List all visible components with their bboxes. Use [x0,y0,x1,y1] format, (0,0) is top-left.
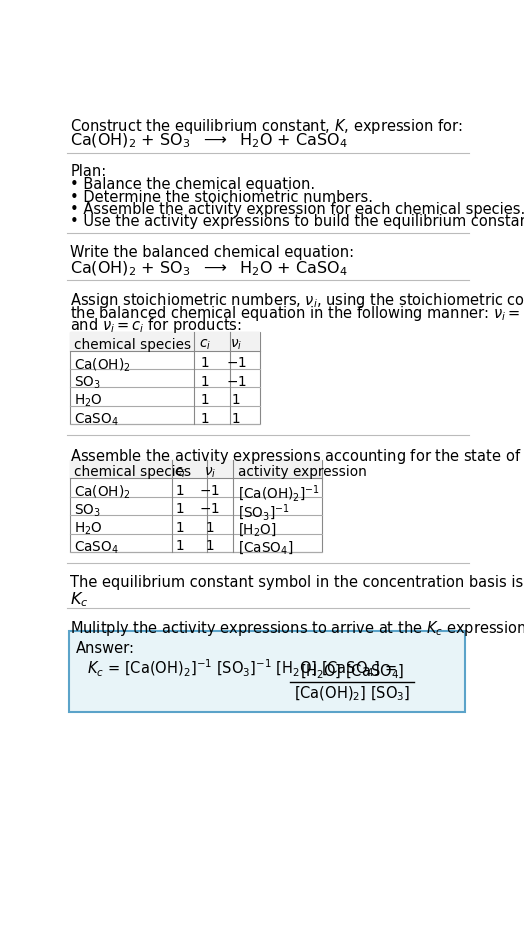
FancyBboxPatch shape [70,461,322,479]
FancyBboxPatch shape [70,461,322,553]
Text: $K_c$ = [Ca(OH)$_2$]$^{-1}$ [SO$_3$]$^{-1}$ [H$_2$O] [CaSO$_4$] =: $K_c$ = [Ca(OH)$_2$]$^{-1}$ [SO$_3$]$^{-… [87,657,397,679]
Text: $\nu_i$: $\nu_i$ [230,337,242,351]
Text: $K_c$: $K_c$ [70,589,89,608]
Text: 1: 1 [205,539,214,553]
Text: 1: 1 [201,392,209,407]
Text: • Determine the stoichiometric numbers.: • Determine the stoichiometric numbers. [70,189,373,205]
Text: 1: 1 [176,521,184,534]
Text: Ca(OH)$_2$ + SO$_3$  $\longrightarrow$  H$_2$O + CaSO$_4$: Ca(OH)$_2$ + SO$_3$ $\longrightarrow$ H$… [70,132,348,150]
Text: $-1$: $-1$ [199,502,220,516]
Text: Construct the equilibrium constant, $K$, expression for:: Construct the equilibrium constant, $K$,… [70,116,463,135]
Text: Answer:: Answer: [77,641,135,655]
Text: H$_2$O: H$_2$O [74,521,103,537]
Text: [Ca(OH)$_2$]$^{-1}$: [Ca(OH)$_2$]$^{-1}$ [237,484,320,504]
Text: chemical species: chemical species [74,337,191,351]
Text: $c_i$: $c_i$ [199,337,211,351]
Text: $-1$: $-1$ [226,356,246,369]
Text: • Balance the chemical equation.: • Balance the chemical equation. [70,177,315,192]
Text: 1: 1 [176,502,184,516]
Text: the balanced chemical equation in the following manner: $\nu_i = -c_i$ for react: the balanced chemical equation in the fo… [70,304,524,323]
FancyBboxPatch shape [69,631,465,712]
Text: [H$_2$O]: [H$_2$O] [237,521,276,537]
Text: Ca(OH)$_2$: Ca(OH)$_2$ [74,484,130,501]
Text: CaSO$_4$: CaSO$_4$ [74,539,119,555]
Text: Assign stoichiometric numbers, $\nu_i$, using the stoichiometric coefficients, $: Assign stoichiometric numbers, $\nu_i$, … [70,291,524,310]
Text: Assemble the activity expressions accounting for the state of matter and $\nu_i$: Assemble the activity expressions accoun… [70,446,524,466]
Text: $-1$: $-1$ [199,484,220,498]
Text: The equilibrium constant symbol in the concentration basis is:: The equilibrium constant symbol in the c… [70,574,524,589]
Text: Write the balanced chemical equation:: Write the balanced chemical equation: [70,245,354,260]
Text: • Assemble the activity expression for each chemical species.: • Assemble the activity expression for e… [70,202,524,217]
Text: 1: 1 [201,356,209,369]
Text: and $\nu_i = c_i$ for products:: and $\nu_i = c_i$ for products: [70,316,242,335]
FancyBboxPatch shape [70,332,260,425]
Text: CaSO$_4$: CaSO$_4$ [74,411,119,427]
Text: Ca(OH)$_2$: Ca(OH)$_2$ [74,356,130,373]
Text: 1: 1 [205,521,214,534]
Text: SO$_3$: SO$_3$ [74,502,101,518]
Text: [H$_2$O] [CaSO$_4$]: [H$_2$O] [CaSO$_4$] [300,662,405,681]
Text: SO$_3$: SO$_3$ [74,374,101,390]
Text: • Use the activity expressions to build the equilibrium constant expression.: • Use the activity expressions to build … [70,214,524,229]
Text: 1: 1 [201,374,209,388]
Text: H$_2$O: H$_2$O [74,392,103,409]
Text: Plan:: Plan: [70,165,106,179]
Text: activity expression: activity expression [237,465,366,479]
Text: Mulitply the activity expressions to arrive at the $K_c$ expression:: Mulitply the activity expressions to arr… [70,619,524,638]
Text: $c_i$: $c_i$ [174,465,186,480]
Text: $\nu_i$: $\nu_i$ [203,465,216,480]
FancyBboxPatch shape [70,332,260,351]
Text: 1: 1 [201,411,209,426]
Text: chemical species: chemical species [74,465,191,479]
Text: [Ca(OH)$_2$] [SO$_3$]: [Ca(OH)$_2$] [SO$_3$] [294,684,410,702]
Text: [SO$_3$]$^{-1}$: [SO$_3$]$^{-1}$ [237,502,289,523]
Text: 1: 1 [232,411,241,426]
Text: Ca(OH)$_2$ + SO$_3$  $\longrightarrow$  H$_2$O + CaSO$_4$: Ca(OH)$_2$ + SO$_3$ $\longrightarrow$ H$… [70,259,348,277]
Text: 1: 1 [232,392,241,407]
Text: 1: 1 [176,539,184,553]
Text: 1: 1 [176,484,184,498]
Text: [CaSO$_4$]: [CaSO$_4$] [237,539,293,556]
Text: $-1$: $-1$ [226,374,246,388]
